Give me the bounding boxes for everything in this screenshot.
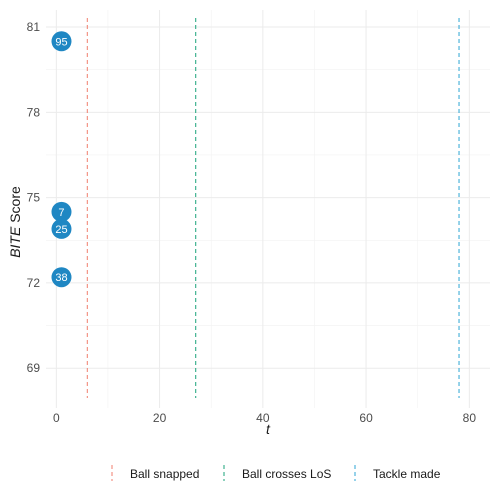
x-tick-label: 80 [463,411,477,425]
y-tick-label: 75 [27,191,41,205]
legend-label: Tackle made [373,467,441,481]
legend-label: Ball crosses LoS [242,467,331,481]
event-lines [86,18,460,398]
data-point [51,267,72,288]
legend: Ball snapped Ball crosses LoS Tackle made [111,465,441,481]
data-point [51,31,72,52]
x-axis-ticks: 0 20 40 60 80 [53,411,476,425]
y-tick-label: 69 [27,361,41,375]
grid-lines [46,10,490,408]
data-point-label: 25 [55,224,67,236]
y-axis-title: BITE Score [7,186,23,258]
y-tick-label: 78 [27,105,41,119]
y-tick-label: 81 [27,20,41,34]
y-tick-label: 72 [27,276,41,290]
x-axis-title: t [266,421,271,437]
data-points: 95 7 25 38 [51,31,72,288]
data-point [51,218,72,239]
data-point-label: 95 [55,36,67,48]
legend-label: Ball snapped [130,467,199,481]
data-point [51,201,72,222]
y-axis-title-rest: Score [7,186,23,227]
x-tick-label: 40 [256,411,270,425]
y-axis-title-italic: BITE [7,226,23,258]
x-tick-label: 60 [359,411,373,425]
data-point-label: 7 [58,207,64,219]
data-point-label: 38 [55,272,67,284]
y-axis-ticks: 69 72 75 78 81 [27,20,41,375]
x-tick-label: 0 [53,411,60,425]
x-tick-label: 20 [153,411,167,425]
